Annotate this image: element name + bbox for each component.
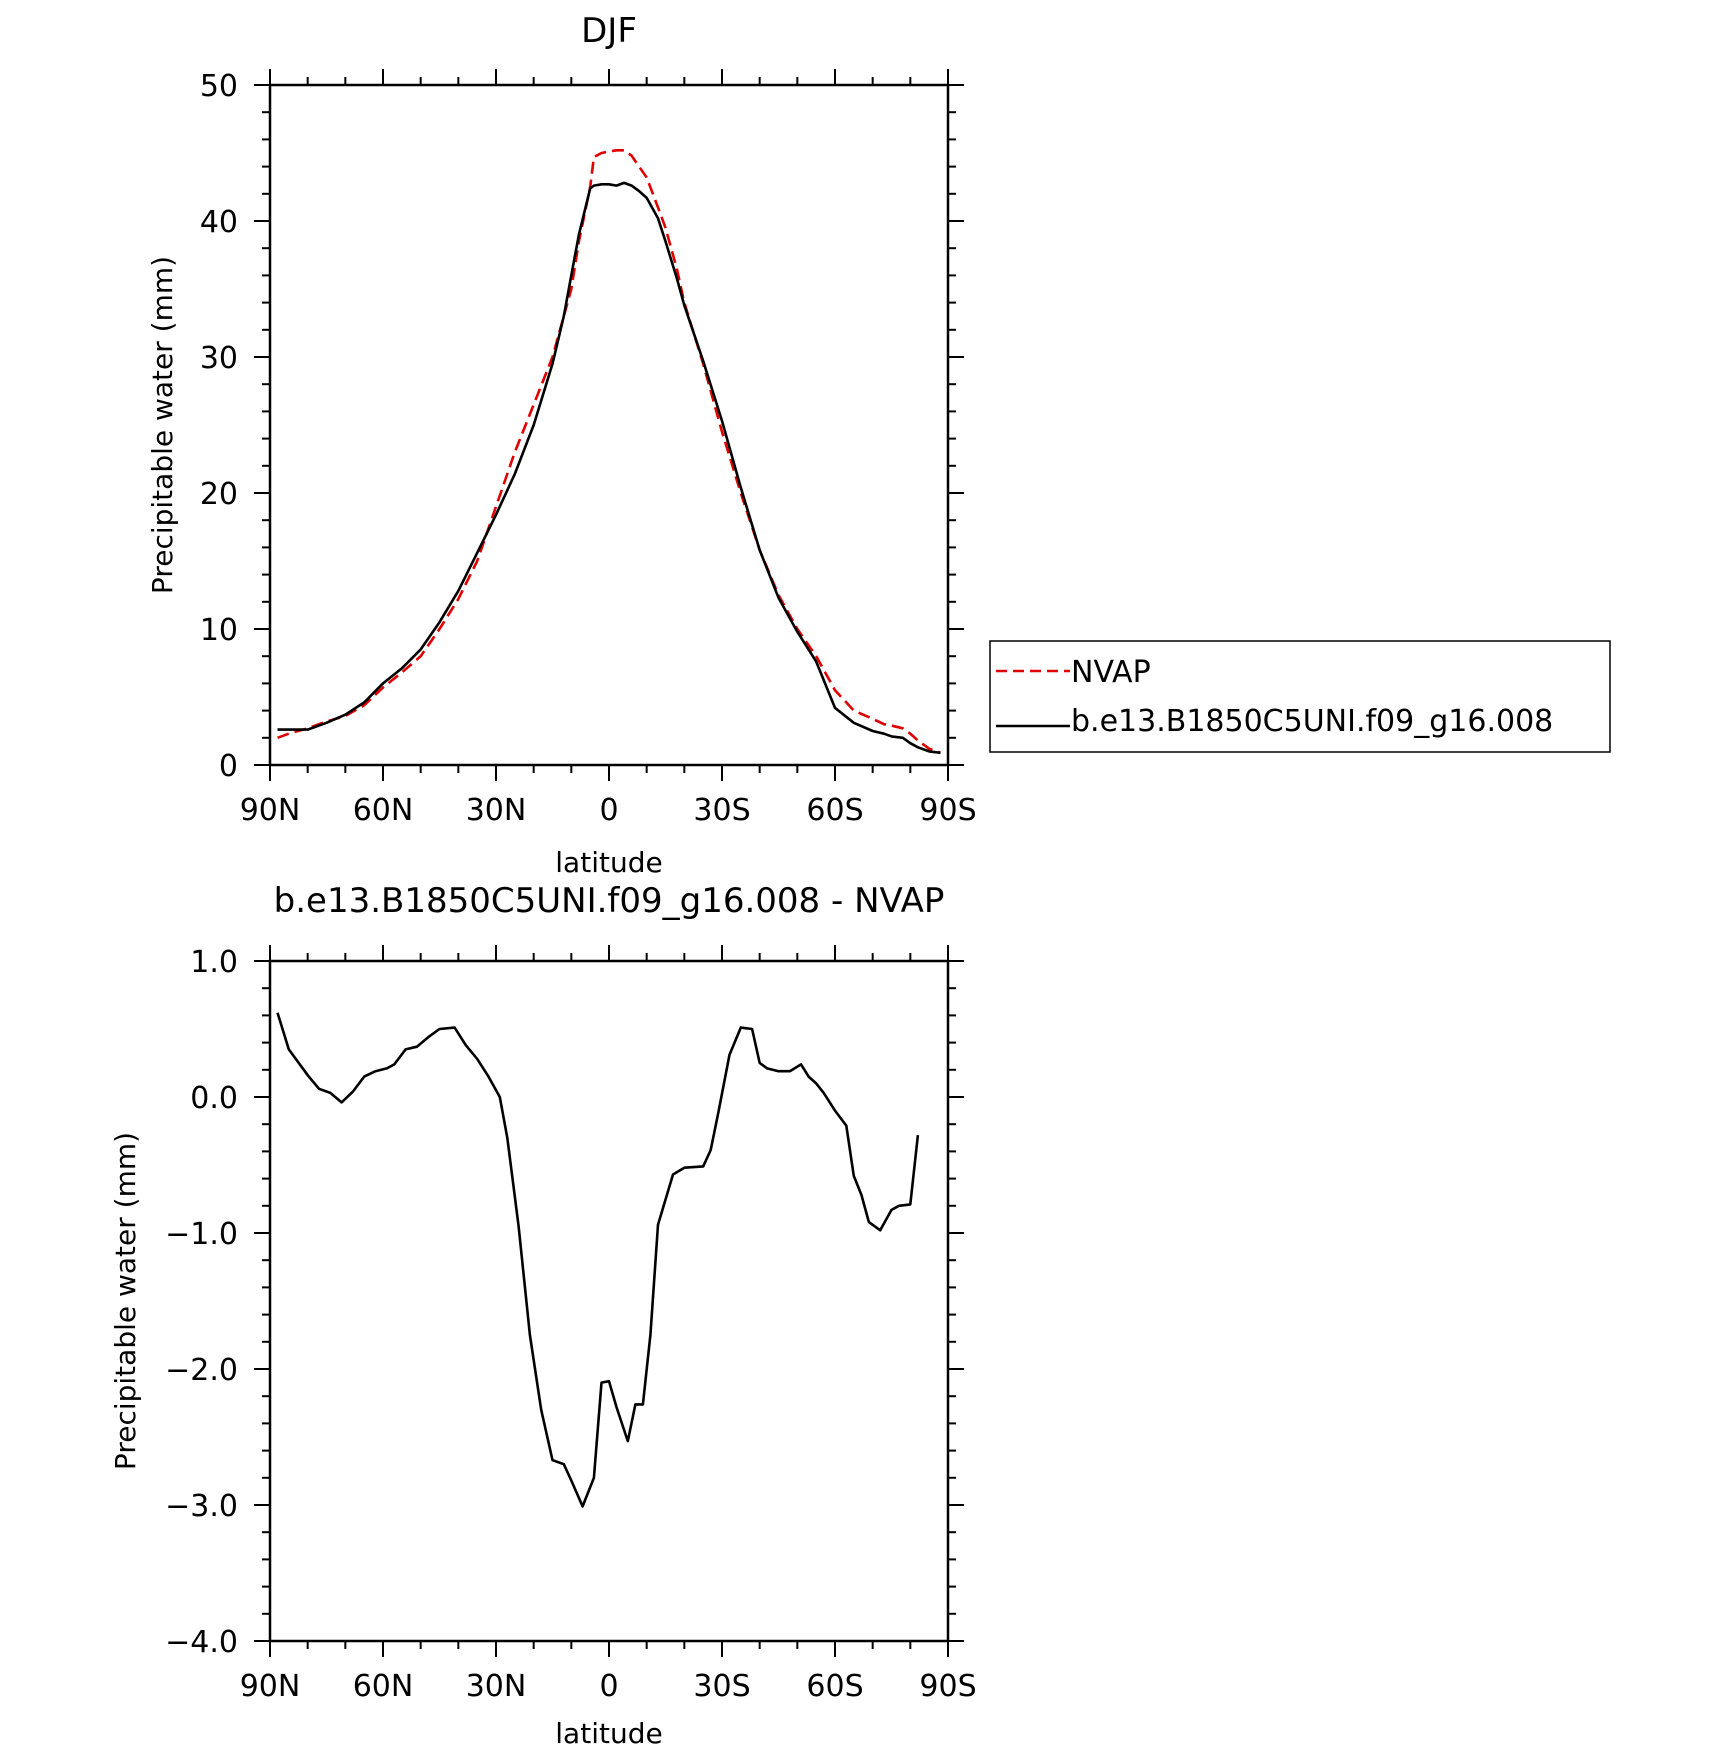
panel1-ticks [254, 69, 964, 781]
panel1-y-axis-label: Precipitable water (mm) [146, 256, 179, 594]
p1-ytick-label: 0 [219, 749, 238, 784]
panel1-series [277, 149, 941, 755]
legend-nvap-label: NVAP [1071, 655, 1151, 690]
p2-ytick-label: −2.0 [165, 1353, 238, 1388]
panel2-ticks [254, 945, 964, 1657]
panel2-y-axis-label: Precipitable water (mm) [109, 1132, 142, 1470]
p2-ytick-label: −4.0 [165, 1625, 238, 1660]
p1-xtick-label: 60S [806, 793, 863, 828]
p1-series-line-1 [277, 181, 941, 755]
panel-djf: DJF 90N 60N 30N 0 30S 60S 90S 0 10 20 30 40 50 latit… [146, 11, 1611, 879]
panel-difference: b.e13.B1850C5UNI.f09_g16.008 - NVAP 90N 6… [109, 881, 977, 1745]
p1-xtick-label: 30S [693, 793, 750, 828]
p2-xtick-label: 30N [466, 1669, 527, 1704]
panel2-series [276, 1012, 920, 1508]
legend-model-label: b.e13.B1850C5UNI.f09_g16.008 [1071, 704, 1553, 739]
panel2-x-axis-label: latitude [555, 1717, 662, 1745]
p1-xtick-label: 90S [919, 793, 976, 828]
panel2-tick-labels: 90N 60N 30N 0 30S 60S 90S −4.0 −3.0 −2.0 −1.0 0.0 1.… [165, 945, 976, 1704]
p1-xtick-label: 0 [599, 793, 618, 828]
panel1-tick-labels: 90N 60N 30N 0 30S 60S 90S 0 10 20 30 40 50 [200, 69, 977, 828]
p2-ytick-label: 0.0 [190, 1081, 238, 1116]
p2-xtick-label: 60N [353, 1669, 414, 1704]
p2-xtick-label: 0 [599, 1669, 618, 1704]
p2-xtick-label: 60S [806, 1669, 863, 1704]
panel1-x-axis-label: latitude [555, 846, 662, 879]
p1-ytick-label: 20 [200, 477, 238, 512]
p1-ytick-label: 40 [200, 205, 238, 240]
p1-xtick-label: 90N [240, 793, 301, 828]
p1-xtick-label: 60N [353, 793, 414, 828]
legend: NVAP b.e13.B1850C5UNI.f09_g16.008 [989, 640, 1611, 753]
p2-ytick-label: −3.0 [165, 1489, 238, 1524]
p1-ytick-label: 50 [200, 69, 238, 104]
p1-series-line-0 [277, 149, 941, 755]
panel1-frame [268, 83, 950, 767]
p1-ytick-label: 30 [200, 341, 238, 376]
legend-box [989, 640, 1611, 753]
p1-xtick-label: 30N [466, 793, 527, 828]
panel1-title: DJF [581, 11, 637, 51]
p2-xtick-label: 90N [240, 1669, 301, 1704]
p2-xtick-label: 90S [919, 1669, 976, 1704]
p2-xtick-label: 30S [693, 1669, 750, 1704]
p2-ytick-label: −1.0 [165, 1217, 238, 1252]
panel2-frame [268, 959, 950, 1643]
p1-ytick-label: 10 [200, 613, 238, 648]
panel2-title: b.e13.B1850C5UNI.f09_g16.008 - NVAP [274, 881, 945, 921]
p2-ytick-label: 1.0 [190, 945, 238, 980]
p2-series-line-0 [276, 1012, 920, 1508]
